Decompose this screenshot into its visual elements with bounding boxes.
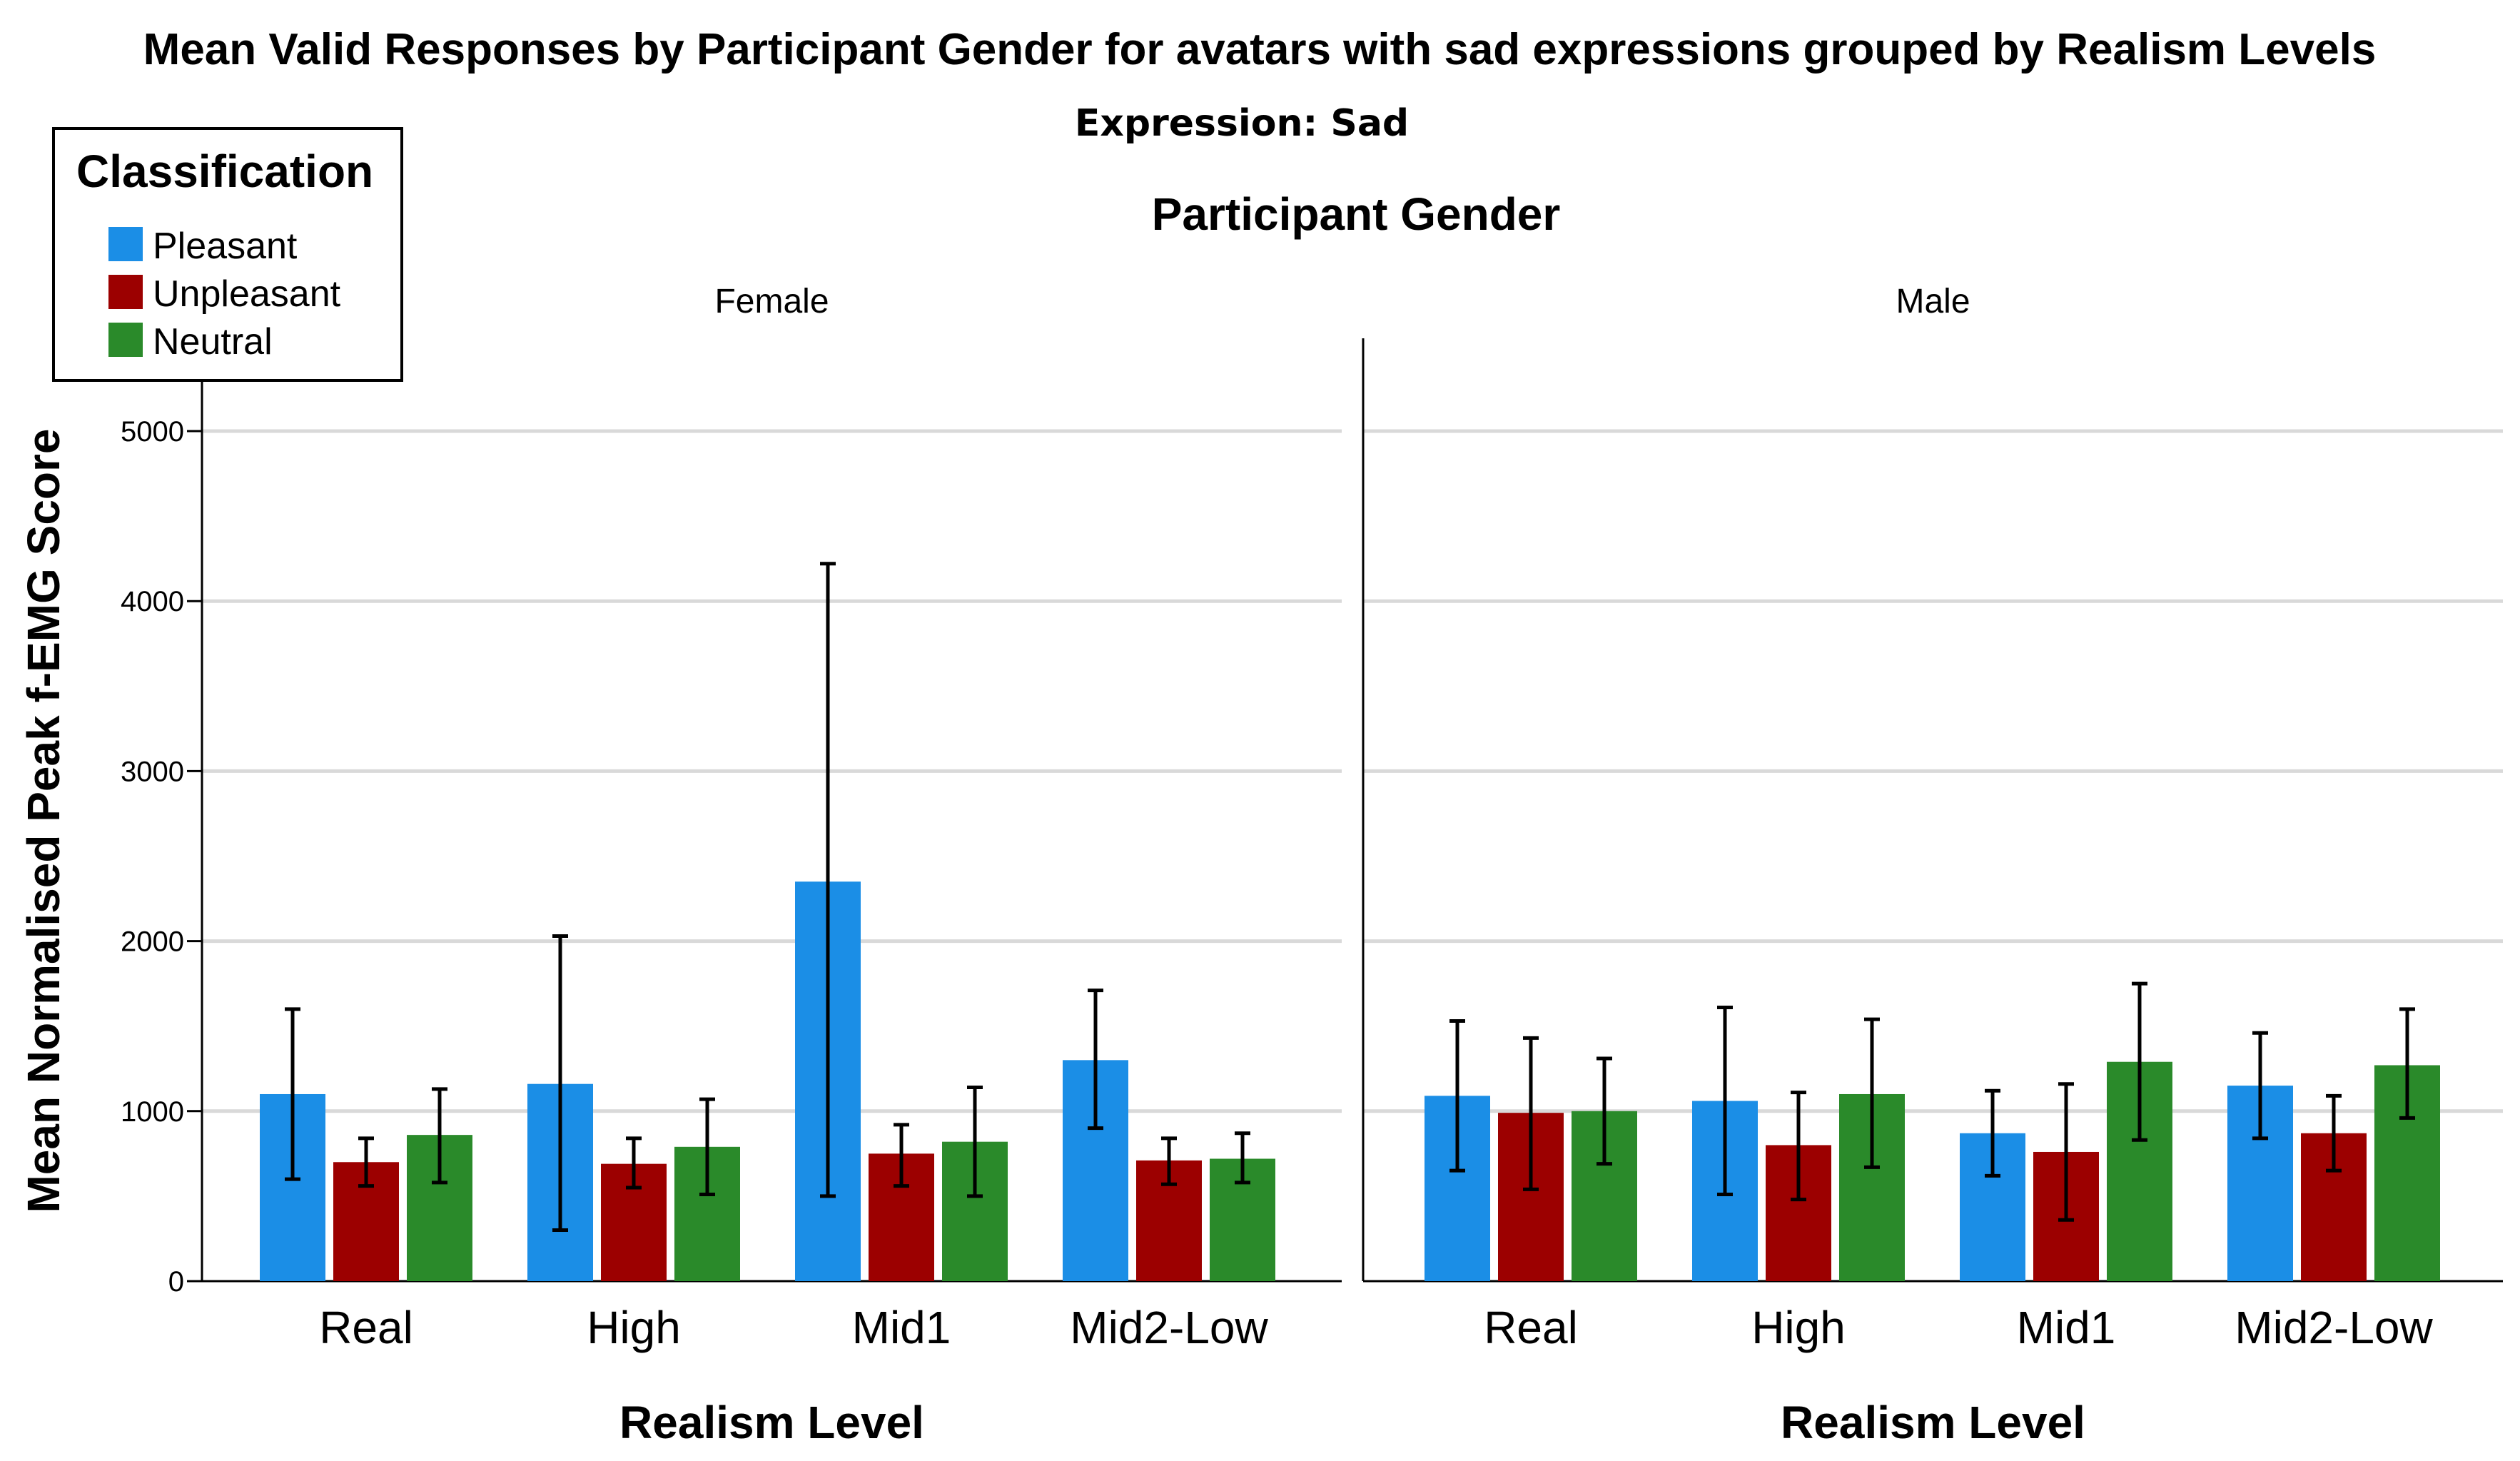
y-tick-label-4000: 4000 <box>121 586 184 617</box>
male-x-tick-mid2-low: Mid2-Low <box>2235 1302 2433 1353</box>
female-errorbar-real-pleasant <box>285 1007 300 1181</box>
legend-label-neutral: Neutral <box>153 321 273 363</box>
legend-title: Classification <box>76 146 373 197</box>
male-errorbar-real-unpleasant <box>1523 1036 1539 1191</box>
female-panel-label: Female <box>714 283 829 320</box>
y-tick-label-1000: 1000 <box>121 1096 184 1128</box>
legend-swatch-neutral <box>108 323 143 357</box>
legend-swatch-unpleasant <box>108 275 143 309</box>
male-errorbar-mid2-low-neutral <box>2399 1007 2415 1120</box>
female-x-tick-mid2-low: Mid2-Low <box>1070 1302 1268 1353</box>
female-errorbar-mid1-unpleasant <box>894 1123 909 1188</box>
female-errorbar-mid1-pleasant <box>820 562 836 1198</box>
male-x-tick-high: High <box>1751 1302 1846 1353</box>
male-x-tick-real: Real <box>1484 1302 1578 1353</box>
male-x-axis-label: Realism Level <box>1781 1397 2085 1448</box>
y-tick-label-2000: 2000 <box>121 926 184 958</box>
male-errorbar-real-pleasant <box>1449 1019 1465 1173</box>
female-x-tick-high: High <box>587 1302 681 1353</box>
male-errorbar-real-neutral <box>1596 1056 1612 1166</box>
legend-swatch-pleasant <box>108 227 143 261</box>
male-errorbar-mid1-unpleasant <box>2058 1082 2074 1222</box>
y-axis-label: Mean Normalised Peak f-EMG Score <box>18 428 69 1213</box>
y-tick-label-5000: 5000 <box>121 416 184 448</box>
y-tick-label-3000: 3000 <box>121 756 184 787</box>
female-errorbar-high-pleasant <box>552 934 568 1233</box>
chart-title: Mean Valid Responses by Participant Gend… <box>143 25 2377 74</box>
female-errorbar-mid2-low-unpleasant <box>1161 1136 1177 1186</box>
group-axis-label: Participant Gender <box>1152 188 1561 240</box>
male-errorbar-mid1-pleasant <box>1985 1088 2000 1178</box>
female-errorbar-mid2-low-neutral <box>1235 1131 1250 1185</box>
male-errorbar-mid1-neutral <box>2132 981 2147 1142</box>
female-errorbar-mid2-low-pleasant <box>1088 989 1103 1131</box>
male-x-tick-mid1: Mid1 <box>2017 1302 2116 1353</box>
male-panel-label: Male <box>1896 283 1970 320</box>
female-errorbar-real-unpleasant <box>358 1136 374 1188</box>
female-errorbar-real-neutral <box>432 1087 447 1185</box>
female-errorbar-high-unpleasant <box>626 1136 642 1190</box>
female-x-tick-mid1: Mid1 <box>852 1302 951 1353</box>
male-errorbar-high-neutral <box>1864 1017 1880 1169</box>
chart-subtitle: Expression: Sad <box>1075 102 1409 145</box>
female-x-axis-label: Realism Level <box>619 1397 924 1448</box>
legend-label-pleasant: Pleasant <box>153 226 298 267</box>
male-errorbar-mid2-low-unpleasant <box>2326 1093 2342 1173</box>
female-x-tick-real: Real <box>319 1302 413 1353</box>
male-errorbar-mid2-low-pleasant <box>2252 1031 2268 1141</box>
female-errorbar-mid1-neutral <box>967 1085 983 1198</box>
male-errorbar-high-unpleasant <box>1791 1091 1806 1202</box>
y-tick-label-0: 0 <box>168 1266 184 1298</box>
legend: Classification Pleasant Unpleasant Neutr… <box>52 127 403 382</box>
male-errorbar-high-pleasant <box>1717 1006 1733 1197</box>
female-errorbar-high-neutral <box>699 1097 715 1197</box>
panels: 0 1000 2000 3000 4000 5000 Female Real High Mid1 M… <box>121 283 2503 1448</box>
legend-label-unpleasant: Unpleasant <box>153 273 341 315</box>
